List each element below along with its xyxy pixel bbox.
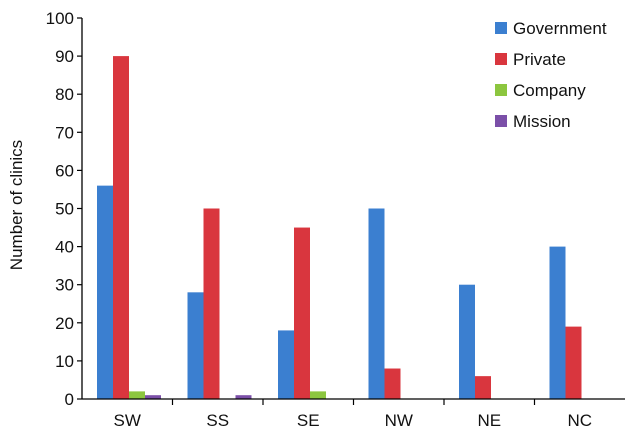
x-tick-label: NW [385,411,413,430]
x-tick-label: NE [477,411,501,430]
x-tick-label: SE [297,411,320,430]
bar-government-nc [549,246,566,399]
legend-swatch-private [495,53,507,65]
bar-private-nc [565,326,582,399]
y-tick-label: 0 [65,390,74,409]
y-tick-label: 90 [55,47,74,66]
x-tick-label: SS [206,411,229,430]
bar-government-ne [459,284,475,399]
bar-mission-ss [235,395,252,399]
y-tick-label: 30 [55,276,74,295]
legend-label: Private [513,50,566,69]
bar-private-sw [113,56,129,399]
bar-private-nw [384,368,401,399]
bar-private-se [294,227,310,399]
bar-company-sw [129,391,145,399]
legend-swatch-mission [495,115,507,127]
y-tick-label: 40 [55,238,74,257]
bar-series [97,56,582,399]
y-tick-label: 10 [55,352,74,371]
legend: Government Private Company Mission [495,19,607,131]
legend-swatch-company [495,84,507,96]
bar-government-sw [97,185,113,399]
bar-government-ss [187,292,204,399]
legend-label: Government [513,19,607,38]
x-tick-label: SW [114,411,141,430]
bar-company-se [310,391,326,399]
bar-private-ss [203,208,220,399]
y-tick-label: 20 [55,314,74,333]
x-axis-ticks: SW SS SE NW NE NC [114,399,592,430]
x-tick-label: NC [567,411,592,430]
bar-mission-sw [145,395,161,399]
legend-label: Company [513,81,586,100]
legend-label: Mission [513,112,571,131]
y-axis-ticks: 0 10 20 30 40 50 60 70 80 90 100 [46,9,82,409]
y-axis-title: Number of clinics [7,140,26,270]
y-tick-label: 80 [55,85,74,104]
y-tick-label: 100 [46,9,74,28]
y-tick-label: 70 [55,123,74,142]
legend-swatch-government [495,22,507,34]
bar-government-se [278,330,294,399]
y-tick-label: 50 [55,200,74,219]
y-tick-label: 60 [55,161,74,180]
bar-private-ne [475,376,491,399]
bar-government-nw [368,208,385,399]
